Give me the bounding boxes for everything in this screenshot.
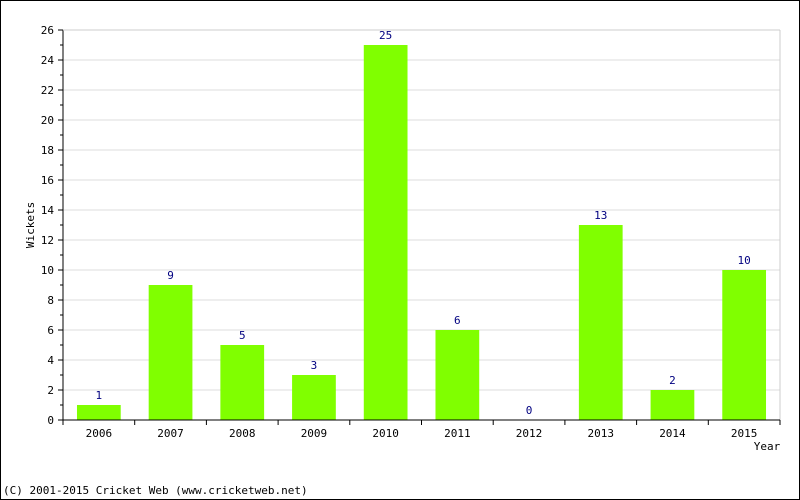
copyright-footer: (C) 2001-2015 Cricket Web (www.cricketwe… — [3, 484, 308, 497]
x-tick-label: 2015 — [731, 427, 758, 440]
data-label: 25 — [379, 29, 392, 42]
x-tick-label: 2011 — [444, 427, 471, 440]
x-tick-label: 2014 — [659, 427, 686, 440]
x-tick-label: 2009 — [301, 427, 328, 440]
y-tick-label: 12 — [41, 234, 54, 247]
y-tick-label: 4 — [47, 354, 54, 367]
x-tick-label: 2010 — [372, 427, 399, 440]
data-labels: 1 9 5 3 25 6 0 13 2 10 — [96, 29, 751, 417]
y-axis-label: Wickets — [24, 202, 37, 248]
bar — [722, 270, 767, 420]
bar — [435, 330, 480, 420]
bar — [292, 375, 336, 420]
x-tick-label: 2006 — [86, 427, 113, 440]
data-label: 5 — [239, 329, 246, 342]
data-label: 2 — [669, 374, 676, 387]
bar — [363, 45, 408, 420]
bar — [220, 345, 265, 420]
y-tick-label: 6 — [47, 324, 54, 337]
bar — [578, 225, 623, 420]
x-tick-label: 2007 — [157, 427, 184, 440]
data-label: 6 — [454, 314, 461, 327]
y-tick-label: 24 — [41, 54, 55, 67]
bar — [650, 390, 695, 420]
y-tick-label: 16 — [41, 174, 54, 187]
y-tick-label: 22 — [41, 84, 54, 97]
x-tick-label: 2008 — [229, 427, 256, 440]
bar — [148, 285, 193, 420]
x-tick-label: 2013 — [588, 427, 615, 440]
data-label: 0 — [526, 404, 533, 417]
y-tick-label: 8 — [47, 294, 54, 307]
data-label: 3 — [311, 359, 318, 372]
y-tick-label: 0 — [47, 414, 54, 427]
x-axis-label: Year — [754, 440, 781, 453]
y-tick-label: 20 — [41, 114, 54, 127]
y-tick-label: 10 — [41, 264, 54, 277]
bars — [76, 45, 767, 420]
bar — [76, 405, 121, 420]
x-axis-ticks: 2006 2007 2008 2009 2010 2011 2012 2013 2014 2015 — [62, 420, 781, 440]
data-label: 1 — [96, 389, 103, 402]
data-label: 13 — [594, 209, 607, 222]
y-tick-label: 26 — [41, 24, 54, 37]
y-tick-label: 14 — [41, 204, 55, 217]
x-tick-label: 2012 — [516, 427, 543, 440]
y-tick-label: 18 — [41, 144, 54, 157]
data-label: 10 — [738, 254, 751, 267]
y-tick-label: 2 — [47, 384, 54, 397]
data-label: 9 — [167, 269, 174, 282]
